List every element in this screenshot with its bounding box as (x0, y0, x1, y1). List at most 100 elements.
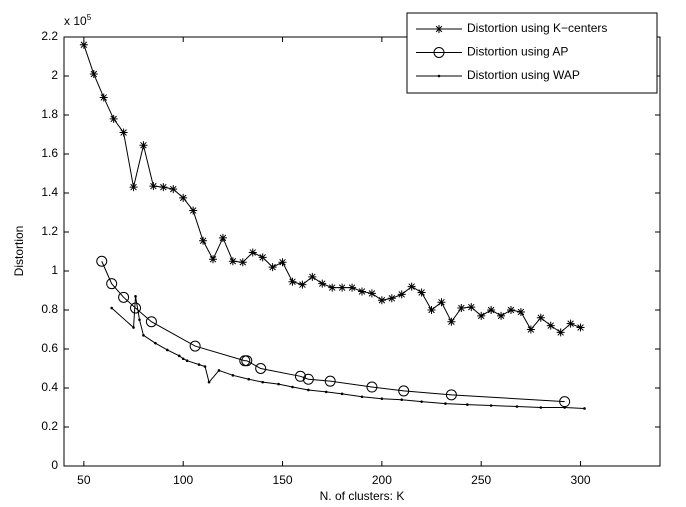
star-marker (367, 289, 376, 298)
y-tick-label: 0.2 (41, 419, 58, 433)
circle-marker (189, 340, 201, 352)
star-marker (139, 141, 148, 150)
legend-label: Distortion using AP (467, 45, 568, 59)
star-marker (338, 283, 347, 292)
x-tick-label: 200 (372, 473, 392, 487)
star-marker (447, 317, 456, 326)
star-marker (497, 311, 506, 320)
y-tick-label: 1.4 (41, 185, 58, 199)
star-marker (457, 304, 466, 313)
dot-marker (437, 74, 441, 78)
star-marker (318, 279, 327, 288)
star-marker (556, 328, 565, 337)
y-tick-label: 1.2 (41, 224, 58, 238)
circle-marker (106, 278, 118, 290)
star-marker (119, 128, 128, 137)
star-marker (209, 255, 217, 264)
star-marker (129, 183, 138, 192)
star-marker (238, 258, 247, 267)
dot-marker (489, 404, 493, 407)
y-axis-label: Distortion (12, 226, 26, 277)
star-marker (397, 290, 406, 299)
circle-marker (118, 291, 130, 303)
star-marker (79, 40, 88, 49)
y-tick-label: 1.6 (41, 146, 58, 160)
y-multiplier: x 105 (64, 13, 92, 28)
x-tick-label: 100 (173, 473, 193, 487)
circle-marker (145, 316, 157, 328)
dot-marker (515, 405, 519, 408)
star-marker (328, 283, 337, 292)
star-marker (258, 253, 267, 262)
circle-marker (302, 373, 314, 385)
dot-marker (340, 392, 344, 396)
star-marker (417, 288, 426, 297)
dot-marker (261, 380, 264, 384)
dot-marker (181, 357, 185, 361)
dot-marker (420, 400, 423, 403)
y-tick-label: 2.2 (41, 29, 58, 43)
star-marker (99, 93, 108, 102)
star-marker (298, 280, 307, 289)
y-tick-label: 0.4 (41, 380, 58, 394)
series-line (101, 261, 565, 403)
multiplier-exponent: 5 (87, 13, 92, 22)
dot-marker (247, 377, 251, 381)
dot-marker (203, 365, 207, 368)
x-tick-label: 300 (571, 473, 591, 487)
circle-marker (324, 375, 336, 387)
dot-marker (231, 374, 235, 377)
dot-marker (177, 354, 181, 358)
y-tick-label: 1 (51, 263, 58, 277)
legend-label: Distortion using K−centers (467, 21, 607, 35)
dot-marker (166, 348, 169, 352)
y-tick-label: 1.8 (41, 107, 58, 121)
star-marker (199, 236, 208, 245)
star-marker (516, 307, 525, 316)
y-tick-label: 0.6 (41, 341, 58, 355)
star-marker (179, 193, 188, 202)
star-marker (526, 325, 535, 334)
star-marker (358, 287, 366, 296)
dot-marker (110, 306, 113, 310)
dot-marker (539, 406, 543, 409)
dot-marker (444, 402, 447, 405)
star-marker (149, 182, 158, 191)
circle-marker (398, 385, 410, 397)
x-tick-label: 150 (273, 473, 293, 487)
star-marker (159, 183, 168, 192)
dot-marker (185, 359, 189, 363)
dot-marker (154, 341, 157, 345)
star-marker (89, 70, 98, 79)
star-marker (487, 306, 496, 314)
plot-frame (63, 36, 661, 467)
star-marker (308, 272, 317, 281)
star-marker (169, 185, 178, 194)
dot-marker (465, 403, 469, 406)
star-marker (268, 263, 277, 272)
dot-marker (132, 326, 135, 329)
star-marker (248, 248, 257, 257)
y-tick-label: 0.8 (41, 302, 58, 316)
dot-marker (583, 407, 586, 410)
multiplier-base: x 10 (64, 14, 87, 28)
dot-marker (134, 295, 137, 298)
star-marker (536, 313, 545, 322)
dot-marker (380, 397, 384, 401)
dot-marker (291, 385, 294, 389)
y-tick-label: 2 (51, 68, 58, 82)
star-marker (377, 296, 386, 305)
star-marker (109, 114, 118, 123)
star-marker (437, 298, 446, 307)
star-marker (576, 323, 585, 332)
circle-marker (96, 255, 108, 267)
star-marker (348, 283, 357, 292)
dot-marker (207, 380, 211, 384)
dot-marker (142, 334, 145, 337)
circle-marker (433, 47, 445, 58)
circle-marker (366, 381, 378, 393)
star-marker (288, 277, 297, 286)
x-tick-label: 50 (77, 473, 91, 487)
